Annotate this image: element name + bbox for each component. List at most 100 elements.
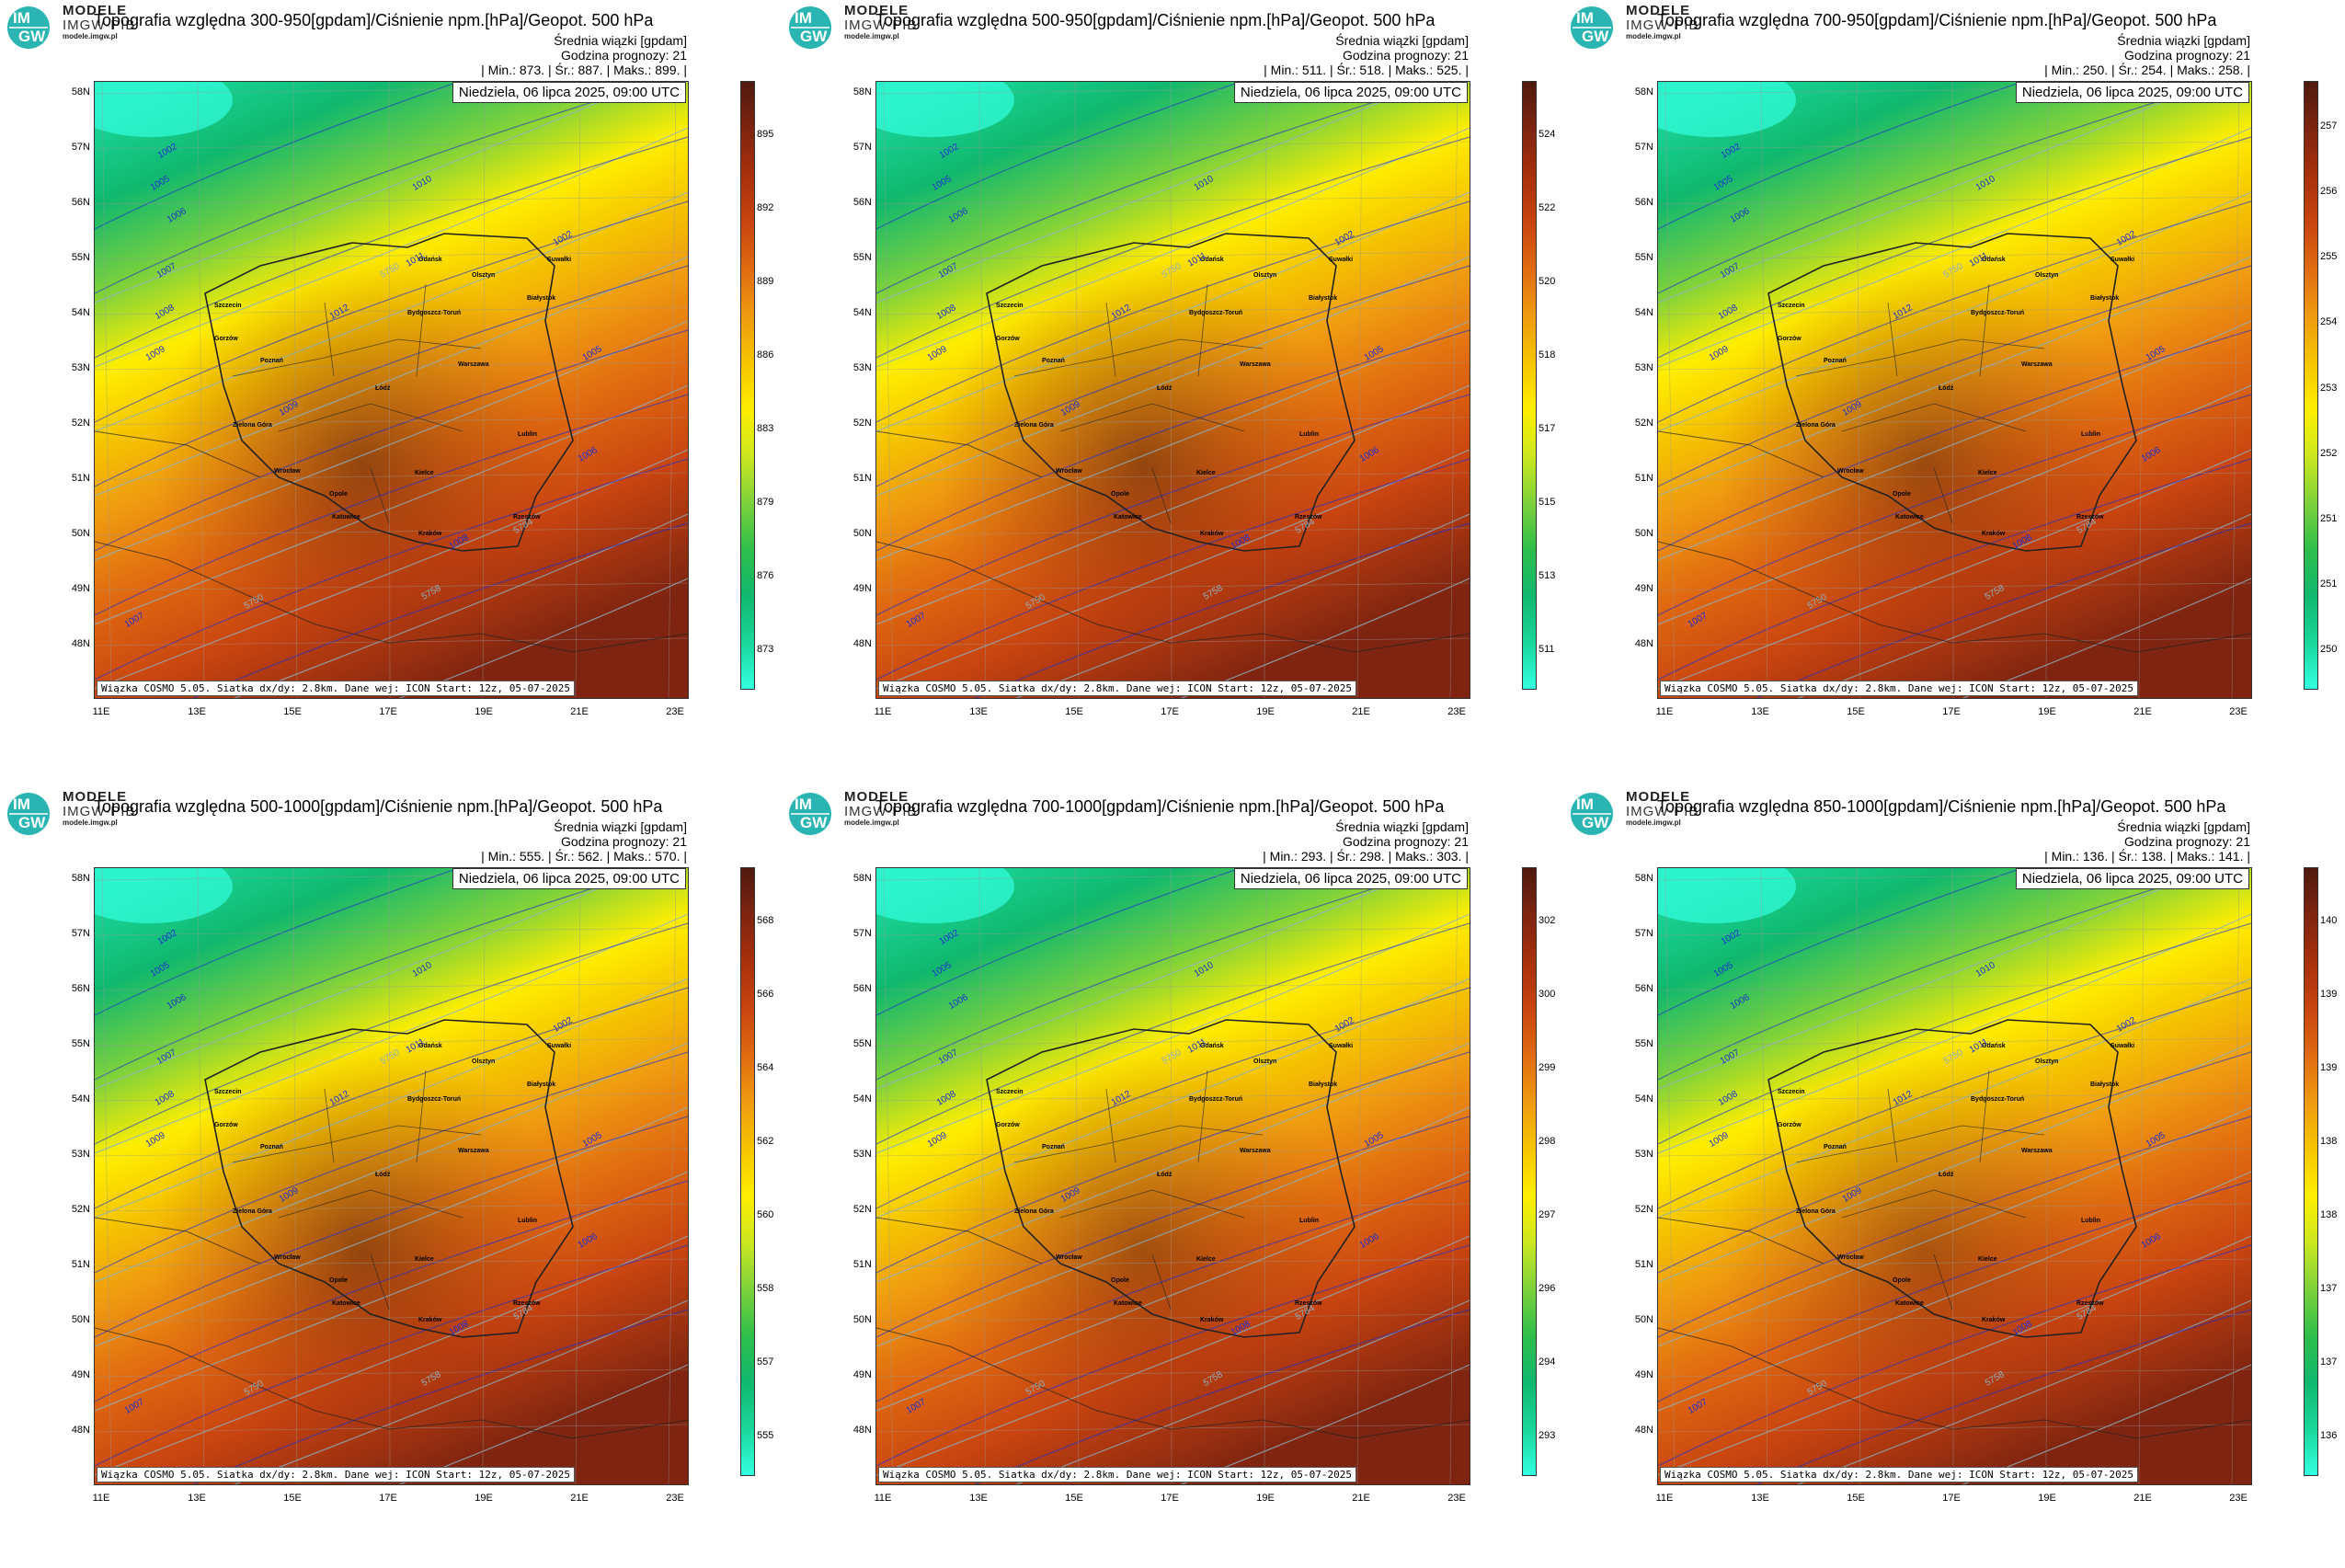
geopotential-line bbox=[95, 1106, 688, 1347]
latitude-label: 57N bbox=[71, 928, 90, 939]
graticule-lat bbox=[876, 196, 1470, 205]
city-label: Szczecin bbox=[1778, 303, 1805, 309]
graticule-lat bbox=[876, 527, 1470, 536]
graticule-lat bbox=[1658, 982, 2251, 991]
model-footer: Wiązka COSMO 5.05. Siatka dx/dy: 2.8km. … bbox=[878, 1467, 1356, 1482]
isobar-line bbox=[1658, 200, 2251, 423]
graticule-lat bbox=[95, 1313, 688, 1322]
latitude-label: 53N bbox=[1634, 1149, 1653, 1160]
geopotential-line bbox=[1658, 127, 2251, 368]
latitude-label: 48N bbox=[71, 1425, 90, 1436]
geopotential-line bbox=[876, 1106, 1470, 1347]
isobar-line bbox=[1658, 922, 2251, 1145]
isobar-line bbox=[192, 1309, 688, 1484]
city-label: Katowice bbox=[332, 1300, 360, 1307]
city-label: Gorzów bbox=[1778, 336, 1802, 342]
geopotential-line bbox=[1180, 578, 1470, 698]
city-label: Kraków bbox=[1982, 531, 2006, 537]
logo-title: MODELE bbox=[63, 3, 128, 18]
city-label: Łódź bbox=[375, 1172, 391, 1178]
city-label: Bydgoszcz-Toruń bbox=[1189, 1096, 1243, 1103]
city-label: Bydgoszcz-Toruń bbox=[1189, 310, 1243, 316]
longitude-label: 11E bbox=[92, 1493, 110, 1504]
city-label: Szczecin bbox=[214, 1089, 242, 1095]
colorbar-tick: 296 bbox=[1539, 1283, 1556, 1294]
imgw-logo: IM GW bbox=[6, 6, 57, 50]
country-border bbox=[204, 233, 574, 552]
colorbar-tick: 889 bbox=[757, 276, 774, 287]
isobar-line bbox=[1658, 265, 2251, 487]
graticule-lat bbox=[95, 417, 688, 426]
isobar-line bbox=[95, 265, 688, 487]
map-area: Gdańsk Olsztyn Suwałki Szczecin Białystok Byd… bbox=[94, 81, 689, 699]
city-label: Kielce bbox=[1978, 1256, 1997, 1263]
graticule-lat bbox=[95, 251, 688, 260]
longitude-label: 23E bbox=[2229, 1493, 2248, 1504]
latitude-label: 48N bbox=[852, 1425, 872, 1436]
city-label: Katowice bbox=[1895, 1300, 1924, 1307]
geopotential-line bbox=[876, 913, 1470, 1154]
region-borders bbox=[232, 283, 482, 524]
city-label: Lublin bbox=[518, 431, 537, 438]
city-label: Gdańsk bbox=[418, 257, 442, 263]
colorbar-tick: 555 bbox=[757, 1430, 774, 1441]
isobar-line bbox=[876, 868, 1442, 1081]
logo-text: MODELE IMGW-PIB modele.imgw.pl bbox=[1626, 790, 1699, 827]
longitude-label: 23E bbox=[1447, 1493, 1466, 1504]
longitude-label: 11E bbox=[874, 1493, 892, 1504]
geopotential-line bbox=[95, 978, 688, 1219]
latitude-label: 58N bbox=[1634, 873, 1653, 884]
logo-badge-top: IM bbox=[1576, 795, 1594, 813]
logo-subtitle: IMGW-PIB bbox=[844, 17, 918, 33]
colorbar-tick: 137 bbox=[2320, 1356, 2338, 1368]
graticule-lon bbox=[2138, 82, 2145, 698]
graticule-lon bbox=[2138, 868, 2145, 1484]
colorbar-tick: 138 bbox=[2320, 1136, 2338, 1147]
graticule-lon bbox=[1760, 868, 1768, 1484]
stats-line: | Min.: 136. | Śr.: 138. | Maks.: 141. | bbox=[2044, 849, 2250, 864]
isobar-line bbox=[876, 82, 1442, 294]
colorbar-tick: 557 bbox=[757, 1356, 774, 1368]
city-label: Białystok bbox=[1309, 1082, 1338, 1088]
graticule-lat bbox=[95, 1424, 688, 1433]
latitude-label: 53N bbox=[852, 1149, 872, 1160]
isobar-line bbox=[876, 1051, 1470, 1274]
geopotential-line bbox=[95, 384, 688, 625]
date-box: Niedziela, 06 lipca 2025, 09:00 UTC bbox=[452, 82, 686, 103]
geopotential-line bbox=[876, 1235, 1470, 1476]
city-label: Lublin bbox=[2081, 1218, 2100, 1224]
isobar-line bbox=[876, 1180, 1470, 1402]
geopotential-line bbox=[876, 320, 1470, 561]
graticule-lon bbox=[2045, 82, 2049, 698]
city-label: Rzeszów bbox=[1295, 514, 1322, 521]
longitude-label: 15E bbox=[283, 706, 302, 717]
city-label: Bydgoszcz-Toruń bbox=[1971, 310, 2025, 316]
hot-core bbox=[876, 82, 1470, 698]
date-box: Niedziela, 06 lipca 2025, 09:00 UTC bbox=[2015, 868, 2249, 889]
stats-line: | Min.: 873. | Śr.: 887. | Maks.: 899. | bbox=[481, 63, 687, 77]
colorbar-tick: 254 bbox=[2320, 316, 2338, 328]
city-label: Poznań bbox=[1042, 1144, 1065, 1150]
logo-subtitle: IMGW-PIB bbox=[63, 17, 136, 33]
latitude-label: 52N bbox=[1634, 418, 1653, 429]
graticule-lat bbox=[95, 306, 688, 315]
graticule-lat bbox=[876, 1203, 1470, 1212]
country-border bbox=[1767, 1019, 2137, 1338]
isobar-line bbox=[1658, 1051, 2251, 1274]
colorbar-tick: 895 bbox=[757, 129, 774, 140]
neighbour-borders bbox=[876, 430, 1470, 653]
geopotential-line bbox=[95, 913, 688, 1154]
isobar-line bbox=[95, 394, 688, 616]
city-label: Suwałki bbox=[1329, 1043, 1354, 1049]
colorbar-tick: 300 bbox=[1539, 989, 1556, 1000]
city-label: Zielona Góra bbox=[233, 422, 272, 429]
city-label: Gdańsk bbox=[1200, 257, 1224, 263]
longitude-label: 13E bbox=[969, 1493, 988, 1504]
stats-line: | Min.: 293. | Śr.: 298. | Maks.: 303. | bbox=[1263, 849, 1469, 864]
country-border bbox=[204, 1019, 574, 1338]
graticule-lon bbox=[1449, 82, 1458, 698]
city-label: Opole bbox=[1893, 491, 1911, 498]
city-label: Wrocław bbox=[1837, 1254, 1864, 1261]
graticule-lon bbox=[1264, 868, 1267, 1484]
forecast-hour: Godzina prognozy: 21 bbox=[2124, 48, 2250, 63]
